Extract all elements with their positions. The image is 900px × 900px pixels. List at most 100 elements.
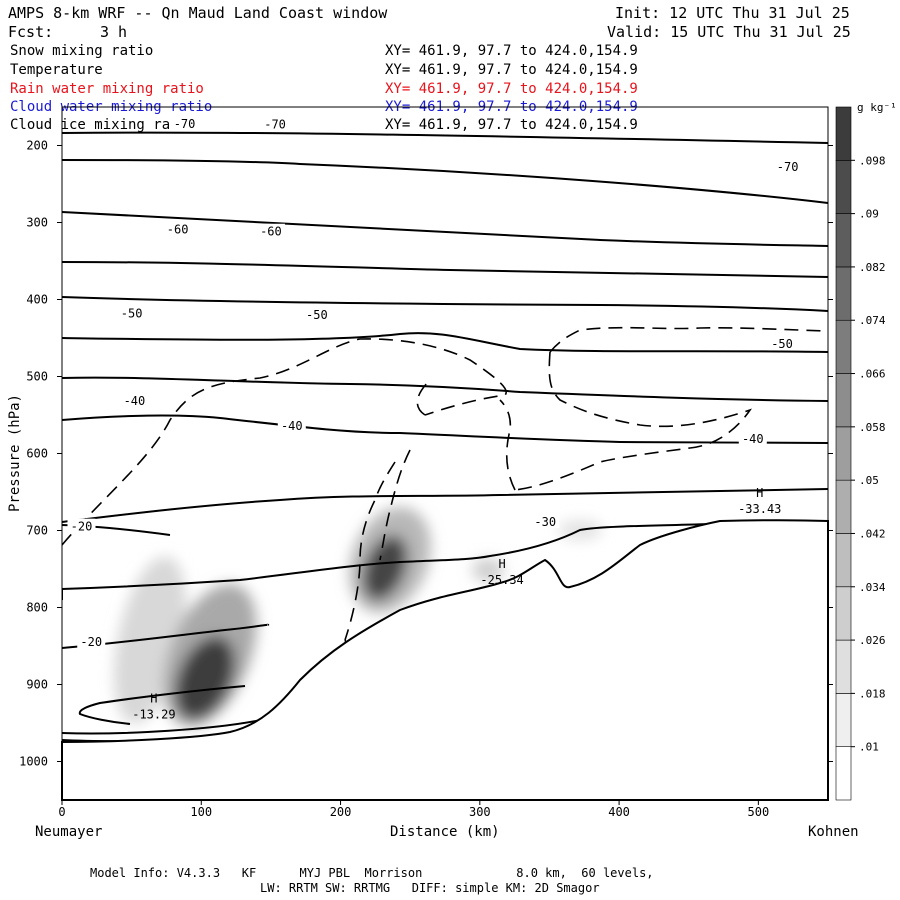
isotherm-line <box>62 131 828 144</box>
y-tick-label: 800 <box>26 601 48 615</box>
cloud-dashed-contour <box>62 338 507 546</box>
colorbar-tick-label: .058 <box>859 421 886 434</box>
isotherm-line <box>62 332 828 353</box>
isotherm-label: -70 <box>777 160 799 174</box>
extremum-marker: H <box>498 557 505 571</box>
isotherm-line <box>62 159 828 204</box>
colorbar-segment <box>835 160 852 214</box>
isotherm-label-bg <box>117 305 146 320</box>
x-tick-label: 0 <box>58 805 65 819</box>
forecast-hour: 3 h <box>100 23 128 41</box>
cloud-dashed-contour <box>499 399 516 491</box>
isotherm-label-bg <box>77 634 106 649</box>
isotherm-label: -40 <box>742 432 764 446</box>
x-right-label: Kohnen <box>808 824 859 840</box>
y-axis-label: Pressure (hPa) <box>7 394 23 513</box>
isotherm-label-bg <box>768 336 797 351</box>
x-left-label: Neumayer <box>35 824 103 840</box>
extremum-value: -13.29 <box>132 708 175 722</box>
isotherm-label-bg <box>277 417 306 432</box>
cloud-dashed-contour <box>416 379 431 416</box>
shade-blob <box>362 535 408 601</box>
isotherm-label-bg <box>120 393 149 408</box>
model-info-line1: Model Info: V4.3.3 KF MYJ PBL Morrison 8… <box>90 866 654 880</box>
colorbar-tick-label: .066 <box>859 368 886 381</box>
colorbar-segment <box>835 533 852 588</box>
colorbar-tick-label: .034 <box>859 581 886 594</box>
field-cloudice-xy: XY= 461.9, 97.7 to 424.0,154.9 <box>385 117 638 133</box>
y-tick-label: 400 <box>26 293 48 307</box>
isotherm-label: -40 <box>124 394 146 408</box>
colorbar-segment <box>835 426 852 481</box>
field-rain-xy: XY= 461.9, 97.7 to 424.0,154.9 <box>385 81 638 97</box>
model-info-line2: LW: RRTM SW: RRTMG DIFF: simple KM: 2D S… <box>260 881 600 895</box>
isotherm-line <box>62 376 828 402</box>
isotherm-label: -60 <box>167 222 189 236</box>
y-tick-label: 900 <box>26 678 48 692</box>
colorbar-segment <box>835 693 852 747</box>
isotherm-line <box>78 685 246 725</box>
extremum-marker: H <box>756 486 763 500</box>
field-snow-name: Snow mixing ratio <box>10 43 154 59</box>
field-temperature-xy: XY= 461.9, 97.7 to 424.0,154.9 <box>385 62 638 78</box>
colorbar: .01 .018 .026 .034 .042 .05 .058 .066 .074 .082 .0… <box>835 101 897 801</box>
plot-axes <box>57 106 833 805</box>
y-tick-label: 1000 <box>19 755 48 769</box>
colorbar-segment <box>835 746 852 801</box>
isotherm-line <box>62 296 828 312</box>
isotherm-label-bg <box>531 514 560 529</box>
isotherm-label: -70 <box>174 117 196 131</box>
colorbar-segment <box>835 586 852 641</box>
isotherm-line <box>62 520 828 590</box>
isotherm-label: -70 <box>264 118 286 132</box>
colorbar-segment <box>835 479 852 534</box>
cloud-dashed-contour <box>514 351 752 491</box>
isotherm-line <box>62 211 828 247</box>
colorbar-unit: g kg⁻¹ <box>857 101 897 114</box>
plot-labels: 200 300 400 500 600 700 800 900 1000 0 100 200 300 40… <box>19 115 802 819</box>
isotherm-label-bg <box>261 116 290 131</box>
colorbar-segment <box>835 266 852 321</box>
x-tick-label: 400 <box>608 805 630 819</box>
isotherm-line <box>62 261 828 278</box>
colorbar-tick-label: .09 <box>859 208 879 221</box>
isotherm-label-bg <box>302 306 331 321</box>
colorbar-segment <box>835 373 852 428</box>
field-temperature-name: Temperature <box>10 62 103 78</box>
extremum-value: -25.34 <box>480 573 523 587</box>
forecast-label: Fcst: <box>8 23 54 41</box>
y-tick-label: 600 <box>26 447 48 461</box>
isotherm-label-bg <box>256 223 285 238</box>
isotherm-line <box>62 488 828 523</box>
cloud-dashed-contour <box>549 326 828 353</box>
isotherm-label: -20 <box>80 635 102 649</box>
shade-blob <box>472 558 504 582</box>
isotherm-label-bg <box>163 221 192 236</box>
colorbar-tick-label: .074 <box>859 314 886 327</box>
shade-blob <box>175 636 235 720</box>
isotherm-label: -20 <box>71 520 93 534</box>
extremum-marker: H <box>150 692 157 706</box>
isotherm-label-bg <box>170 115 199 130</box>
field-snow-xy: XY= 461.9, 97.7 to 424.0,154.9 <box>385 43 638 59</box>
temperature-contours <box>62 131 828 743</box>
isotherm-line <box>62 717 271 735</box>
colorbar-segment <box>835 213 852 268</box>
y-tick-label: 300 <box>26 216 48 230</box>
colorbar-tick-label: .01 <box>859 741 879 754</box>
x-tick-label: 500 <box>748 805 770 819</box>
colorbar-tick-label: .026 <box>859 634 886 647</box>
isotherm-label: -40 <box>281 419 303 433</box>
y-tick-label: 200 <box>26 139 48 153</box>
colorbar-tick-label: .082 <box>859 261 886 274</box>
colorbar-segment <box>835 639 852 694</box>
y-tick-label: 500 <box>26 370 48 384</box>
x-tick-label: 100 <box>190 805 212 819</box>
colorbar-segment <box>835 106 852 161</box>
colorbar-tick-label: .018 <box>859 687 886 700</box>
init-time: Init: 12 UTC Thu 31 Jul 25 <box>615 4 850 22</box>
terrain-surface <box>61 519 829 801</box>
isotherm-label-bg <box>773 159 802 174</box>
isotherm-label: -30 <box>534 515 556 529</box>
